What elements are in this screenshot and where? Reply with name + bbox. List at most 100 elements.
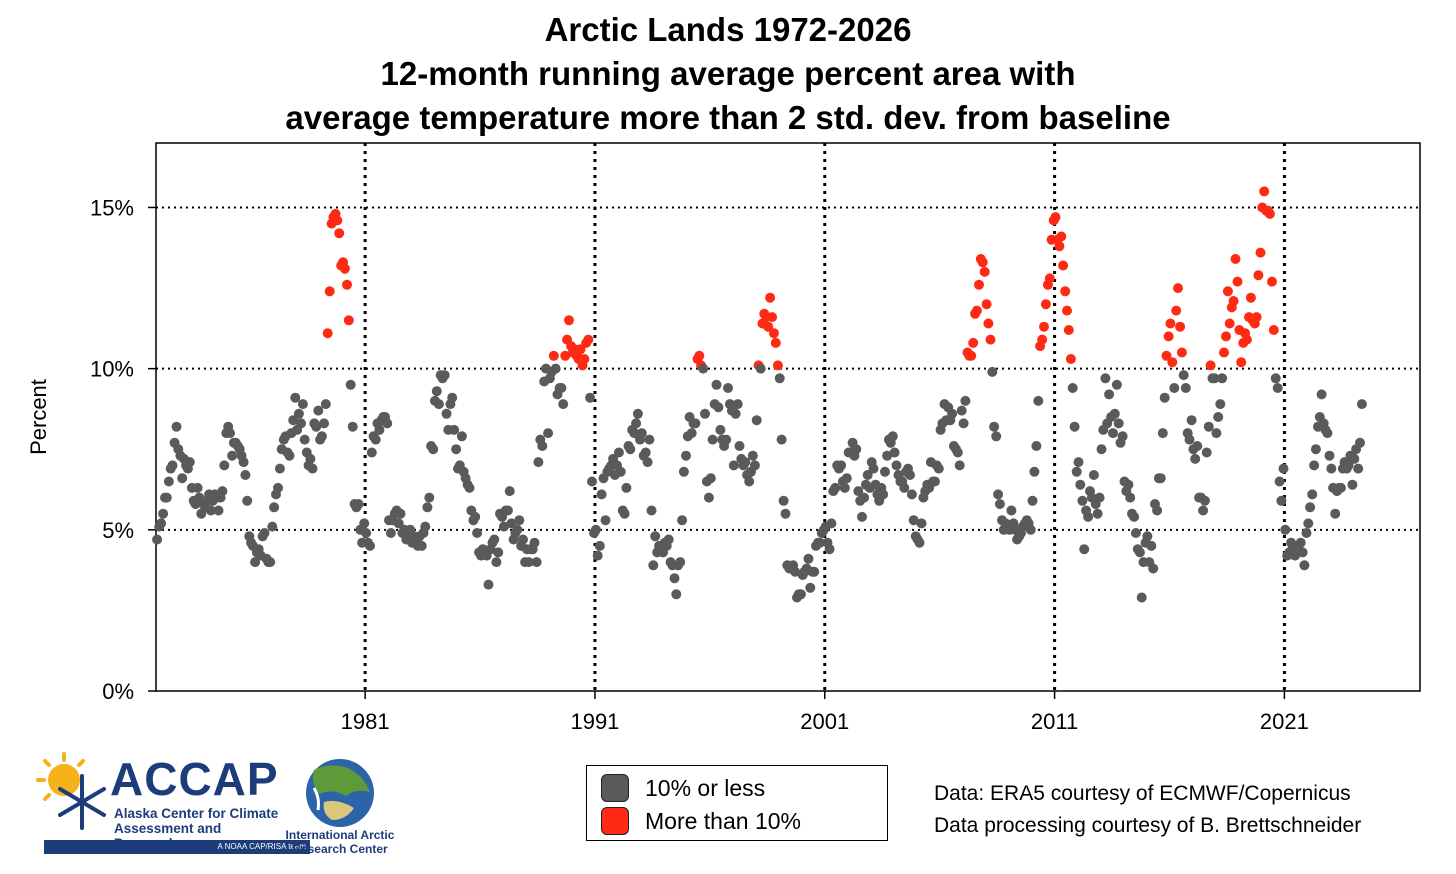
data-point-red — [1251, 312, 1262, 323]
data-point-gray — [730, 408, 741, 419]
data-point-gray — [347, 421, 358, 432]
data-point-gray — [219, 460, 230, 471]
data-point-gray — [205, 505, 216, 516]
data-point-gray — [594, 540, 605, 551]
data-point-gray — [1125, 492, 1136, 503]
data-point-gray — [675, 557, 686, 568]
data-point-red — [1060, 286, 1071, 297]
data-point-gray — [498, 521, 509, 532]
data-point-red — [548, 350, 559, 361]
data-point-gray — [1134, 547, 1145, 558]
data-point-red — [1221, 331, 1231, 342]
data-point-red — [1065, 354, 1076, 364]
data-point-gray — [1330, 508, 1341, 519]
data-point-gray — [744, 476, 755, 487]
data-point-red — [1171, 305, 1182, 316]
data-point-gray — [305, 453, 316, 464]
data-point-gray — [629, 428, 640, 439]
data-point-gray — [728, 460, 739, 471]
data-point-red — [971, 305, 982, 316]
data-point-gray — [1025, 524, 1036, 535]
data-point-red — [1224, 318, 1235, 329]
y-tick-label: 5% — [102, 518, 134, 543]
data-point-gray — [316, 431, 327, 442]
data-point-gray — [416, 540, 427, 551]
data-point-gray — [958, 418, 969, 429]
data-point-red — [1259, 186, 1270, 197]
x-tick-label: 1981 — [341, 709, 390, 734]
data-point-gray — [908, 515, 919, 526]
data-point-red — [979, 266, 990, 277]
data-point-gray — [152, 534, 163, 545]
data-point-gray — [711, 379, 722, 390]
data-point-gray — [1117, 431, 1128, 442]
data-point-red — [1245, 292, 1256, 303]
legend-red-label: More than 10% — [645, 807, 801, 834]
data-point-gray — [839, 482, 850, 493]
data-point-gray — [273, 482, 283, 493]
data-point-gray — [1031, 441, 1042, 451]
data-point-gray — [960, 395, 971, 406]
data-point-gray — [370, 434, 381, 445]
data-point-gray — [587, 476, 597, 487]
data-point-gray — [619, 508, 630, 519]
data-point-gray — [1347, 479, 1358, 490]
data-point-gray — [365, 540, 375, 551]
data-point-gray — [470, 511, 481, 522]
data-point-gray — [533, 457, 544, 468]
data-point-red — [977, 257, 988, 268]
data-point-gray — [1276, 495, 1287, 506]
data-point-gray — [1305, 502, 1316, 513]
y-axis-title: Percent — [26, 379, 51, 455]
data-point-gray — [1278, 463, 1289, 474]
data-point-gray — [1129, 511, 1140, 522]
data-credits: Data: ERA5 courtesy of ECMWF/Copernicus … — [934, 778, 1361, 842]
data-point-gray — [1343, 460, 1354, 471]
data-point-gray — [431, 386, 442, 397]
credit-line-2: Data processing courtesy of B. Brettschn… — [934, 814, 1362, 837]
data-point-gray — [1303, 518, 1314, 529]
data-point-gray — [1113, 418, 1124, 429]
data-point-gray — [954, 460, 965, 471]
data-point-gray — [1335, 482, 1346, 493]
data-point-gray — [636, 428, 647, 439]
data-point-gray — [747, 450, 758, 461]
data-point-gray — [857, 511, 867, 522]
accap-logo: ACCAP Alaska Center for Climate Assessme… — [30, 752, 310, 856]
data-point-gray — [631, 418, 642, 429]
globe-icon — [306, 759, 374, 827]
data-point-red — [1165, 318, 1176, 329]
data-point-gray — [646, 505, 657, 516]
data-point-gray — [472, 528, 483, 538]
data-point-gray — [585, 392, 596, 403]
data-point-gray — [790, 566, 801, 577]
data-point-gray — [1217, 373, 1228, 384]
data-points — [152, 186, 1367, 603]
data-point-gray — [1094, 492, 1105, 503]
data-point-gray — [177, 473, 188, 484]
data-point-gray — [698, 363, 709, 374]
data-point-gray — [311, 421, 322, 432]
data-point-gray — [192, 482, 203, 493]
data-point-gray — [1203, 421, 1214, 432]
data-point-gray — [1316, 389, 1327, 400]
data-point-gray — [663, 534, 674, 545]
data-point-gray — [947, 408, 958, 419]
data-point-gray — [1198, 505, 1209, 516]
data-point-gray — [504, 486, 515, 497]
data-point-red — [1232, 276, 1243, 287]
data-point-gray — [1109, 408, 1120, 419]
data-point-gray — [1192, 441, 1203, 451]
data-point-gray — [161, 492, 172, 503]
data-point-gray — [238, 457, 249, 468]
data-point-gray — [163, 476, 174, 487]
data-point-red — [1267, 276, 1277, 287]
data-point-gray — [1310, 444, 1321, 455]
data-point-gray — [428, 444, 439, 455]
data-point-gray — [862, 470, 873, 480]
data-point-red — [1039, 321, 1049, 332]
data-point-gray — [1130, 528, 1141, 538]
credit-line-1: Data: ERA5 courtesy of ECMWF/Copernicus — [934, 782, 1351, 805]
data-point-red — [1037, 334, 1048, 345]
data-point-gray — [596, 489, 607, 500]
